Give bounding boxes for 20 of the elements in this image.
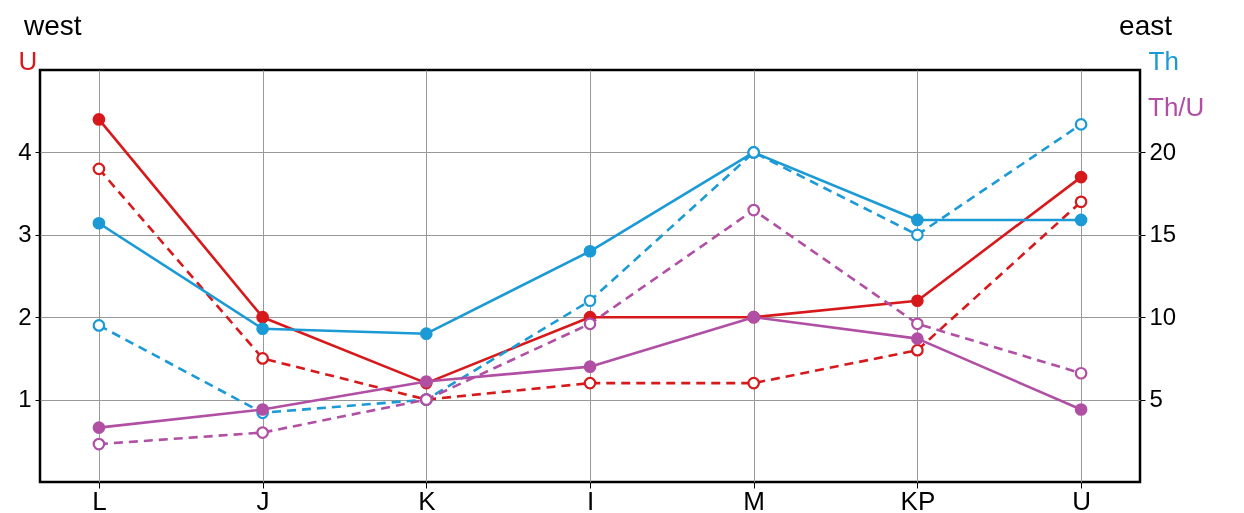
y2-tick-label: 10: [1149, 302, 1177, 330]
y2-axis-title: Th: [1148, 45, 1179, 76]
y-tick-label: 2: [18, 302, 32, 330]
x-tick-label: K: [418, 485, 437, 513]
x-tick-label: U: [1072, 485, 1091, 513]
y-axis-title: U: [18, 45, 38, 76]
text: east: [1119, 10, 1172, 42]
x-tick-label: J: [256, 485, 270, 513]
y-tick-label: 3: [18, 220, 32, 248]
x-tick-label: L: [92, 485, 107, 513]
y-tick-label: 1: [18, 385, 32, 413]
y2-tick-label: 5: [1149, 385, 1163, 413]
y2-tick-label: 20: [1149, 137, 1177, 165]
x-tick-label: M: [743, 485, 766, 513]
y2-tick-label: 15: [1149, 220, 1177, 248]
text: Th/U: [1148, 92, 1205, 123]
x-tick-label: I: [586, 485, 595, 513]
text: west: [24, 10, 82, 42]
y-tick-label: 4: [18, 137, 32, 165]
x-tick-label: KP: [900, 485, 936, 513]
